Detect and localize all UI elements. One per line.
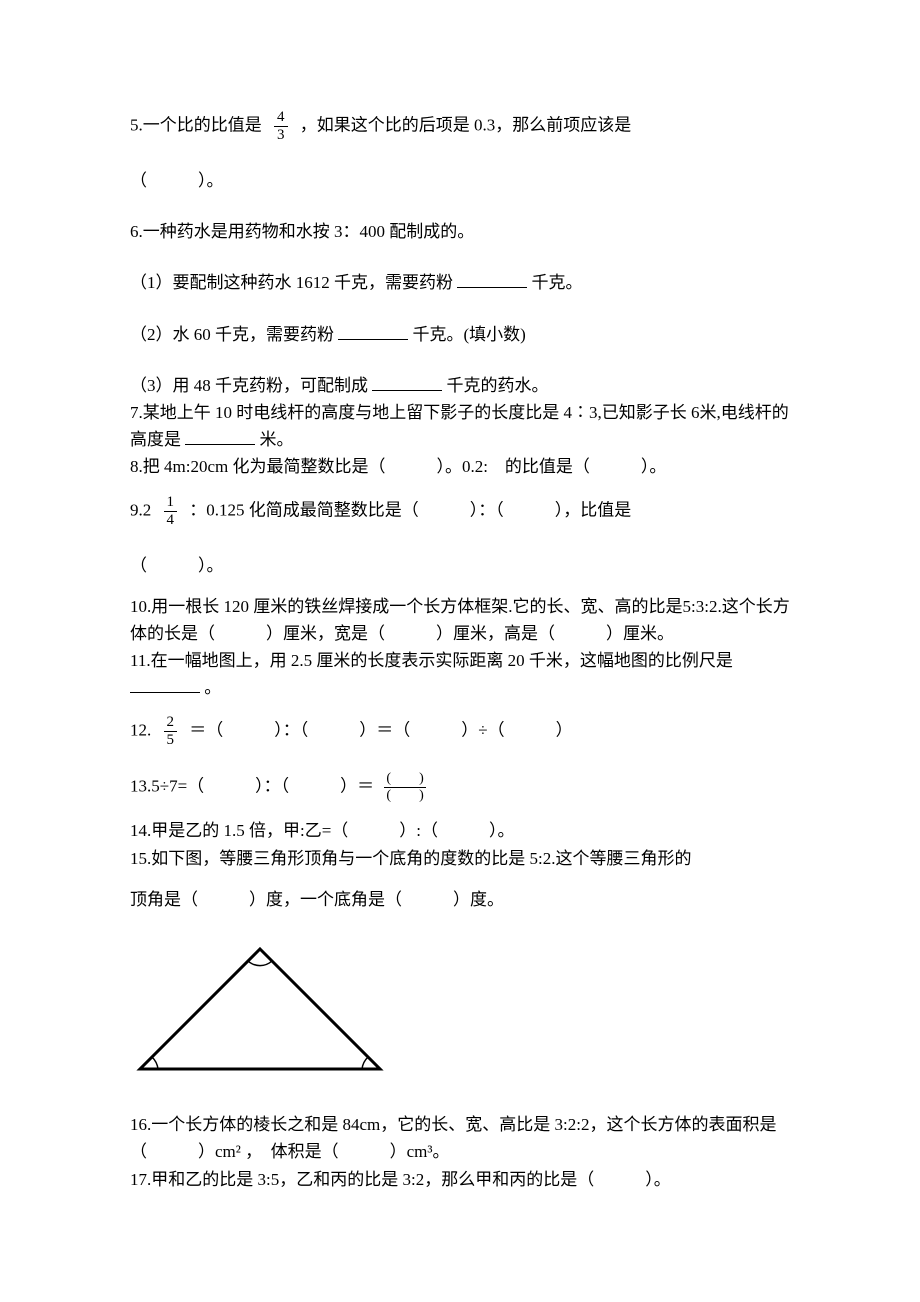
question-17: 17.甲和乙的比是 3:5，乙和丙的比是 3:2，那么甲和丙的比是（ ）。 xyxy=(130,1166,790,1193)
q11-b: 。 xyxy=(204,678,221,697)
question-6-sub1: （1）要配制这种药水 1612 千克，需要药粉 千克。 xyxy=(130,269,790,296)
fraction-num: 2 xyxy=(164,715,178,732)
question-8: 8.把 4m:20cm 化为最简整数比是（ ）。0.2: 的比值是（ ）。 xyxy=(130,453,790,480)
document-page: 5.一个比的比值是 4 3 ，如果这个比的后项是 0.3，那么前项应该是 （ ）… xyxy=(0,0,920,1302)
q6-s3-b: 千克的药水。 xyxy=(447,376,549,395)
question-12: 12. 2 5 ＝（ ）：（ ）＝（ ）÷（ ） xyxy=(130,715,790,748)
question-7: 7.某地上午 10 时电线杆的高度与地上留下影子的长度比是 4∶3,已知影子长 … xyxy=(130,399,790,453)
question-5-text-post: ，如果这个比的后项是 0.3，那么前项应该是 xyxy=(300,115,632,134)
question-6-sub2: （2）水 60 千克，需要药粉 千克。(填小数) xyxy=(130,321,790,348)
blank-fill xyxy=(338,325,408,340)
triangle-figure xyxy=(130,939,790,1087)
q11-a: 11.在一幅地图上，用 2.5 厘米的长度表示实际距离 20 千米，这幅地图的比… xyxy=(130,651,733,670)
fraction-paren-over-paren: ( ) ( ) xyxy=(384,772,425,803)
fraction-num: 4 xyxy=(274,110,288,127)
question-13: 13.5÷7=（ ）：（ ）＝ ( ) ( ) xyxy=(130,772,790,803)
q9-post: ：0.125 化简成最简整数比是（ ）：（ ），比值是 xyxy=(189,500,631,519)
q6-s2-b: 千克。(填小数) xyxy=(413,325,526,344)
blank-fill xyxy=(130,678,200,693)
fraction-2-over-5: 2 5 xyxy=(164,715,178,748)
question-5-line2: （ ）。 xyxy=(130,167,790,194)
q6-s3-a: （3）用 48 千克药粉，可配制成 xyxy=(130,376,368,395)
question-16: 16.一个长方体的棱长之和是 84cm，它的长、宽、高比是 3:2:2，这个长方… xyxy=(130,1111,790,1165)
question-14: 14.甲是乙的 1.5 倍，甲:乙=（ ）:（ ）。 xyxy=(130,817,790,844)
q13-pre: 13.5÷7=（ ）：（ ）＝ xyxy=(130,777,374,796)
blank-fill xyxy=(457,273,527,288)
fraction-1-over-4: 1 4 xyxy=(164,495,178,528)
fraction-4-over-3: 4 3 xyxy=(274,110,288,143)
question-10: 10.用一根长 120 厘米的铁丝焊接成一个长方体框架.它的长、宽、高的比是5:… xyxy=(130,593,790,647)
fraction-den: 4 xyxy=(164,512,178,528)
question-5-text-pre: 5.一个比的比值是 xyxy=(130,115,262,134)
question-11: 11.在一幅地图上，用 2.5 厘米的长度表示实际距离 20 千米，这幅地图的比… xyxy=(130,647,790,701)
isoceles-triangle-icon xyxy=(130,939,390,1079)
q12-pre: 12. xyxy=(130,721,151,740)
q9-pre: 9.2 xyxy=(130,500,151,519)
question-9-line2: （ ）。 xyxy=(130,552,790,579)
fraction-num: ( ) xyxy=(384,772,425,788)
q6-s1-b: 千克。 xyxy=(532,273,583,292)
question-15-line2: 顶角是（ ）度，一个底角是（ ）度。 xyxy=(130,886,790,913)
question-5-line1: 5.一个比的比值是 4 3 ，如果这个比的后项是 0.3，那么前项应该是 xyxy=(130,110,790,143)
question-15-line1: 15.如下图，等腰三角形顶角与一个底角的度数的比是 5:2.这个等腰三角形的 xyxy=(130,845,790,872)
fraction-num: 1 xyxy=(164,495,178,512)
question-6-head: 6.一种药水是用药物和水按 3：400 配制成的。 xyxy=(130,218,790,245)
fraction-den: 3 xyxy=(274,127,288,143)
blank-fill xyxy=(372,376,442,391)
fraction-den: ( ) xyxy=(384,788,425,803)
q6-s1-a: （1）要配制这种药水 1612 千克，需要药粉 xyxy=(130,273,453,292)
q12-post: ＝（ ）：（ ）＝（ ）÷（ ） xyxy=(189,721,572,740)
blank-fill xyxy=(185,430,255,445)
question-6-sub3: （3）用 48 千克药粉，可配制成 千克的药水。 xyxy=(130,372,790,399)
fraction-den: 5 xyxy=(164,732,178,748)
q6-s2-a: （2）水 60 千克，需要药粉 xyxy=(130,325,334,344)
question-9-line1: 9.2 1 4 ：0.125 化简成最简整数比是（ ）：（ ），比值是 xyxy=(130,495,790,528)
q7-b: 米。 xyxy=(260,430,294,449)
